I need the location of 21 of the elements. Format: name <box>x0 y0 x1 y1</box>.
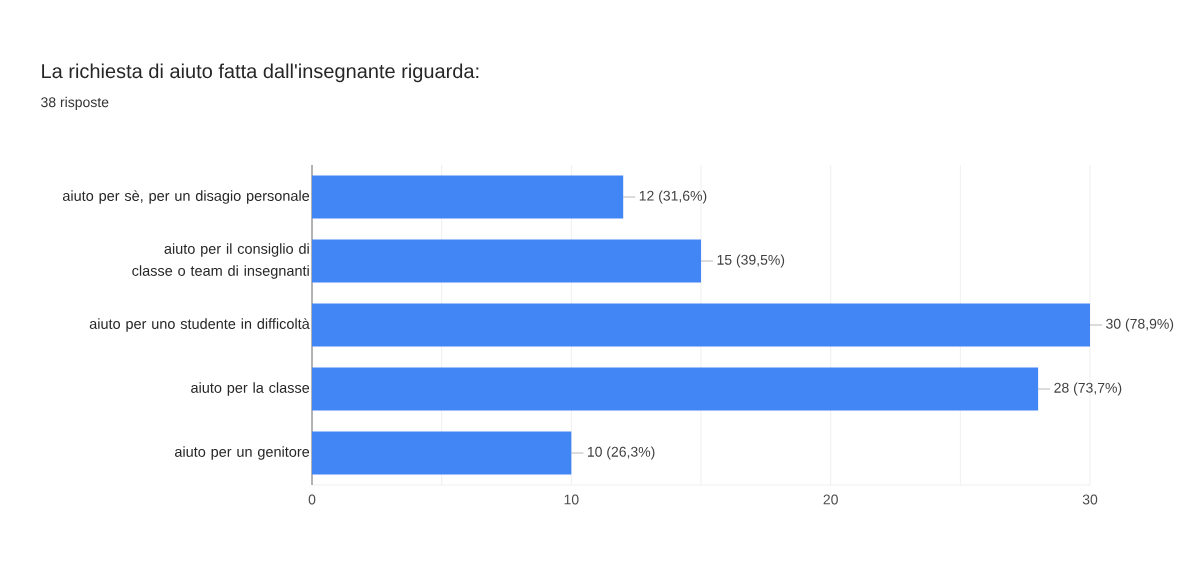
y-tick-label: aiuto per un genitore <box>174 446 310 460</box>
bar <box>312 239 701 283</box>
bar <box>312 431 572 475</box>
data-label: 30 (78,9%) <box>1106 318 1174 332</box>
data-label: 15 (39,5%) <box>717 254 785 268</box>
x-tick-label: 10 <box>564 494 579 505</box>
text: 38 risposte <box>41 96 109 110</box>
bar <box>312 367 1039 411</box>
data-label: 12 (31,6%) <box>639 190 707 204</box>
y-tick-label: aiuto per la classe <box>191 382 310 396</box>
x-tick-label: 30 <box>1082 494 1098 505</box>
x-tick-label: 20 <box>823 494 838 505</box>
y-tick-label: aiuto per uno studente in difficoltà <box>89 318 310 332</box>
x-tick-label: 0 <box>308 494 316 505</box>
data-label: 10 (26,3%) <box>587 446 655 460</box>
chart-title: La richiesta di aiuto fatta dall'insegnante riguarda: <box>42 63 479 83</box>
y-tick-label: aiuto per il consiglio di classe o team di insegnanti <box>132 243 309 279</box>
bar <box>312 175 624 219</box>
bar <box>312 303 1090 347</box>
y-tick-label: aiuto per sè, per un disagio personale <box>62 190 310 204</box>
data-label: 28 (73,7%) <box>1054 382 1122 396</box>
